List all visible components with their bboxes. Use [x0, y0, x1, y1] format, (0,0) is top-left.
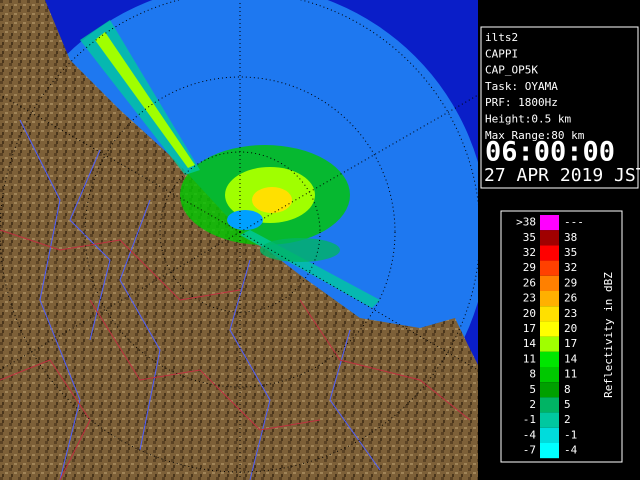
legend-low: 8 — [529, 368, 536, 381]
rivers — [19, 119, 381, 480]
legend-swatch — [540, 427, 559, 443]
info-line: CAP_OP5K — [485, 64, 538, 77]
legend-swatch — [540, 367, 559, 383]
legend-swatch — [540, 336, 559, 352]
legend-low: 17 — [523, 322, 536, 335]
range-rings — [0, 0, 478, 480]
info-line: Max Range:80 km — [485, 129, 585, 142]
legend-high: 17 — [564, 337, 577, 350]
legend-swatch — [540, 275, 559, 291]
legend-swatch — [540, 291, 559, 307]
legend-low: -4 — [523, 428, 537, 441]
legend-swatch — [540, 443, 559, 459]
info-line: Task: OYAMA — [485, 80, 558, 93]
borders — [0, 229, 471, 480]
legend-low: 32 — [523, 246, 536, 259]
info-box — [480, 26, 639, 189]
legend-high: 32 — [564, 261, 577, 274]
legend-swatch — [540, 321, 559, 337]
legend-low: 29 — [523, 261, 536, 274]
map — [0, 0, 478, 480]
legend-high: 20 — [564, 322, 577, 335]
time: 06:00:00 — [485, 137, 615, 168]
echoes — [80, 20, 380, 308]
info-line: Height:0.5 km — [485, 113, 571, 126]
legend-high: 26 — [564, 292, 577, 305]
legend-swatch — [540, 412, 559, 428]
legend-low: 5 — [529, 383, 536, 396]
legend-swatch — [540, 397, 559, 413]
legend-swatch — [540, 230, 559, 246]
legend-high: 5 — [564, 398, 571, 411]
legend-high: --- — [564, 216, 584, 229]
legend-low: 20 — [523, 307, 536, 320]
legend-low: -7 — [523, 444, 536, 457]
legend-high: -1 — [564, 428, 577, 441]
legend-low: 35 — [523, 231, 536, 244]
info-line: PRF: 1800Hz — [485, 96, 558, 109]
legend-box — [500, 210, 623, 463]
legend: >38 --- 35 38 32 35 29 32 26 29 23 26 20 23 17 20 14 17 11… — [516, 215, 584, 459]
legend-high: 8 — [564, 383, 571, 396]
legend-low: >38 — [516, 216, 536, 229]
legend-swatch — [540, 306, 559, 322]
legend-low: 26 — [523, 276, 536, 289]
legend-low: 14 — [523, 337, 537, 350]
legend-high: 14 — [564, 352, 578, 365]
legend-swatch — [540, 382, 559, 398]
legend-swatch — [540, 245, 559, 261]
legend-high: 35 — [564, 246, 577, 259]
legend-low: 2 — [529, 398, 536, 411]
info-line: ilts2 — [485, 31, 518, 44]
legend-high: 38 — [564, 231, 577, 244]
legend-low: 23 — [523, 292, 536, 305]
legend-title: Reflectivity in dBZ — [602, 272, 615, 398]
legend-swatch — [540, 260, 559, 276]
legend-high: 11 — [564, 368, 577, 381]
legend-high: 23 — [564, 307, 577, 320]
info-line: CAPPI — [485, 47, 518, 60]
info-panel: ilts2 CAPPI CAP_OP5K Task: OYAMA PRF: 1800Hz… — [485, 31, 585, 142]
date: 27 APR 2019 JST — [484, 165, 640, 186]
legend-swatch — [540, 351, 559, 367]
legend-low: 11 — [523, 352, 536, 365]
legend-high: 2 — [564, 413, 571, 426]
legend-high: -4 — [564, 444, 578, 457]
legend-high: 29 — [564, 276, 577, 289]
legend-low: -1 — [523, 413, 536, 426]
legend-swatch — [540, 215, 559, 231]
